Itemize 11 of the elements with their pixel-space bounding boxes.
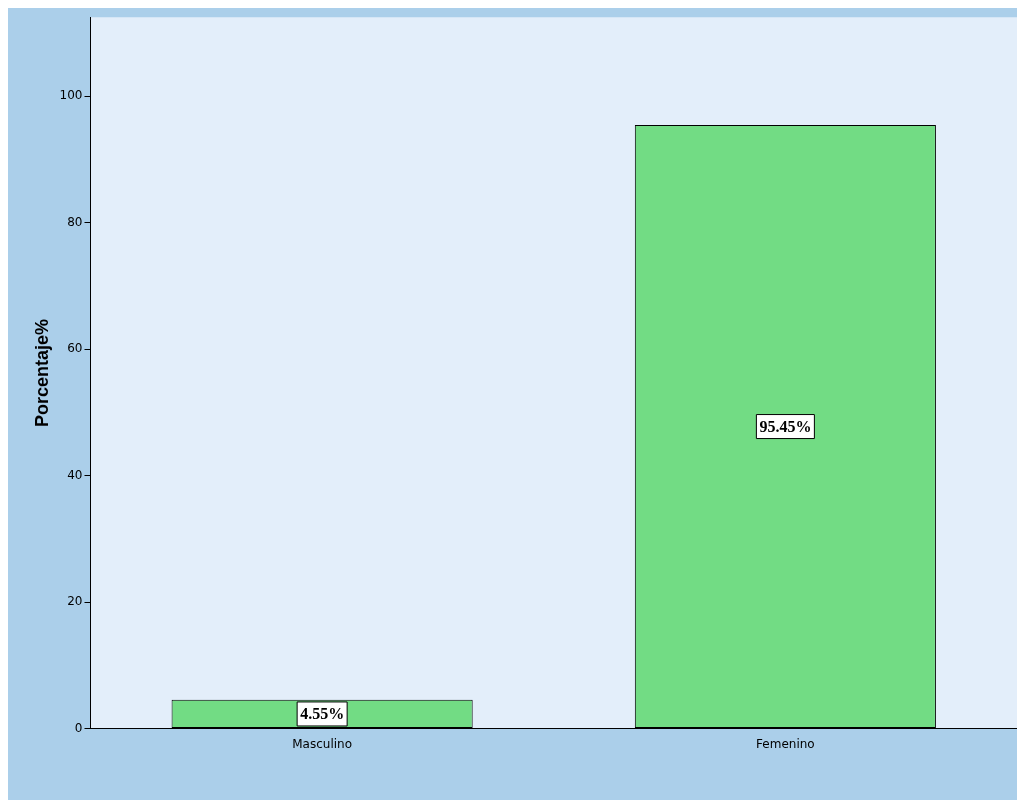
y-tick-label: 0 <box>74 720 83 735</box>
y-tick-label: 40 <box>67 467 83 482</box>
y-tick-label: 80 <box>67 214 83 229</box>
y-tick-label: 100 <box>59 88 83 103</box>
y-tick-label: 20 <box>67 594 83 609</box>
x-tick-label: Masculino <box>292 736 353 751</box>
data-label: 95.45% <box>759 417 812 435</box>
y-tick-label: 60 <box>67 341 83 356</box>
y-axis-title: Porcentaje% <box>31 318 52 427</box>
x-tick-label: Femenino <box>756 736 815 751</box>
data-label: 4.55% <box>300 705 345 723</box>
